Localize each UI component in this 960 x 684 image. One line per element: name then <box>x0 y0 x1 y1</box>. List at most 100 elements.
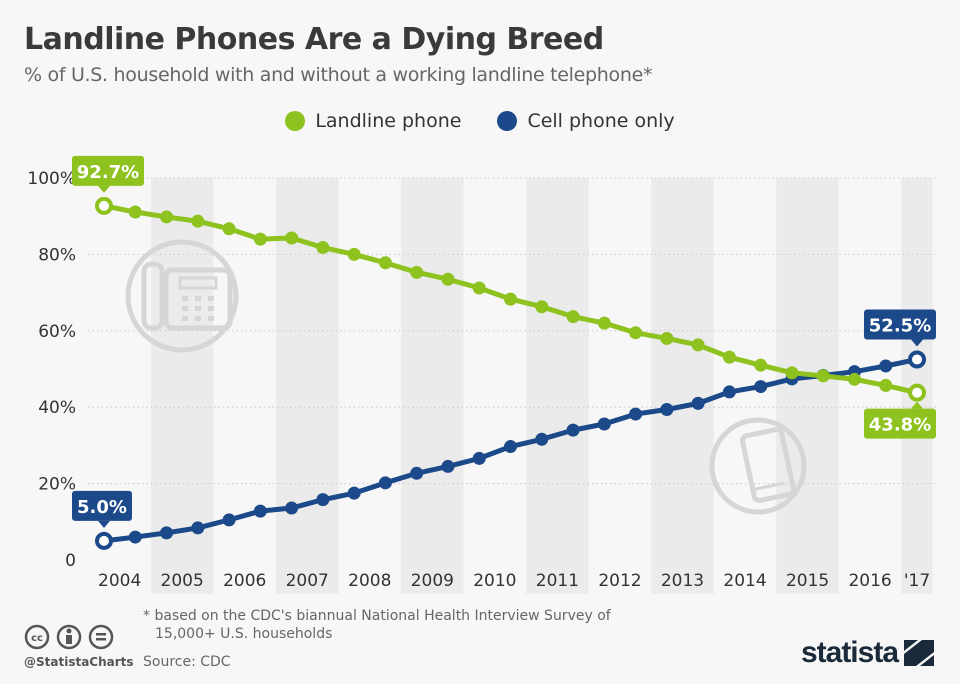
data-point <box>535 432 549 446</box>
data-point <box>441 459 455 473</box>
label-landline-first-pointer <box>98 185 110 193</box>
x-tick-label: 2009 <box>411 571 454 591</box>
brand-text: statista <box>800 636 899 669</box>
data-point <box>629 326 643 340</box>
legend-item-cell: Cell phone only <box>497 110 675 132</box>
data-point <box>597 316 611 330</box>
data-point <box>410 265 424 279</box>
data-point <box>754 358 768 372</box>
data-point <box>472 281 486 295</box>
footnote-line2: 15,000+ U.S. households <box>155 626 333 642</box>
data-point <box>722 350 736 364</box>
y-tick-label: 20% <box>38 475 76 495</box>
y-tick-label: 40% <box>38 398 76 418</box>
data-point <box>128 530 142 544</box>
data-point-endpoint <box>95 196 113 215</box>
data-point <box>472 451 486 465</box>
chart-subtitle: % of U.S. household with and without a w… <box>24 64 653 86</box>
year-band <box>776 178 839 594</box>
data-point <box>691 396 705 410</box>
data-point <box>660 402 674 416</box>
legend: Landline phone Cell phone only <box>0 110 960 132</box>
svg-text:cc: cc <box>31 633 43 644</box>
data-point <box>504 292 518 306</box>
landline-phone-icon <box>125 239 239 353</box>
footnote-line1: * based on the CDC's biannual National H… <box>143 608 611 624</box>
x-tick-label: 2004 <box>98 571 141 591</box>
cc-license-icon: cc <box>24 624 114 650</box>
data-point <box>879 359 893 373</box>
label-landline-first-box <box>72 155 144 186</box>
year-band <box>526 178 589 594</box>
x-tick-label: 2012 <box>598 571 641 591</box>
data-point <box>253 232 267 246</box>
legend-swatch-cell <box>497 111 518 131</box>
data-point-endpoint <box>908 350 927 369</box>
label-cell-last: 52.5% <box>869 315 931 336</box>
data-point <box>847 372 861 386</box>
year-band <box>651 178 714 594</box>
y-tick-label: 60% <box>38 322 76 342</box>
label-landline-last-box <box>864 408 937 439</box>
x-tick-label: 2010 <box>473 571 516 591</box>
data-point <box>160 526 174 540</box>
x-tick-label: 2011 <box>536 571 579 591</box>
legend-item-landline: Landline phone <box>285 110 461 132</box>
data-point <box>253 504 267 518</box>
data-point <box>347 247 361 261</box>
label-cell-first: 5.0% <box>77 497 127 518</box>
data-point <box>222 222 236 236</box>
data-point <box>285 231 299 245</box>
y-tick-label: 100% <box>27 169 76 189</box>
x-tick-label: 2006 <box>223 571 266 591</box>
data-point <box>785 366 799 380</box>
x-tick-label: 2013 <box>661 571 704 591</box>
data-point <box>535 300 549 314</box>
data-point-endpoint <box>95 531 113 550</box>
year-band <box>401 178 464 594</box>
data-point <box>410 466 424 480</box>
data-point <box>660 331 674 345</box>
data-point <box>160 210 174 224</box>
data-point <box>128 205 142 219</box>
x-tick-label: 2015 <box>786 571 829 591</box>
label-landline-last: 43.8% <box>869 415 931 436</box>
data-point <box>754 380 768 394</box>
data-point <box>316 241 330 255</box>
data-point <box>691 338 705 352</box>
handle: @StatistaCharts <box>24 655 134 669</box>
legend-label-cell: Cell phone only <box>527 110 675 132</box>
data-point <box>316 493 330 507</box>
label-cell-last-box <box>864 309 937 340</box>
legend-label-landline: Landline phone <box>315 110 462 132</box>
data-point <box>378 476 392 490</box>
x-tick-label: 2008 <box>348 571 391 591</box>
data-point <box>629 407 643 421</box>
y-tick-label: 0 <box>65 551 76 571</box>
data-point <box>504 440 518 454</box>
data-point <box>722 385 736 399</box>
label-landline-last-pointer <box>911 401 924 409</box>
data-point <box>816 369 830 383</box>
statista-logo: statista <box>801 636 934 670</box>
label-landline-first: 92.7% <box>77 162 139 183</box>
data-point <box>191 521 205 535</box>
data-point <box>285 501 299 515</box>
data-point <box>222 513 236 527</box>
data-point <box>597 417 611 431</box>
data-point <box>441 272 455 286</box>
data-point <box>347 486 361 500</box>
smartphone-icon <box>709 417 807 515</box>
data-point <box>378 256 392 270</box>
data-point-endpoint <box>908 383 927 402</box>
data-point <box>566 310 580 324</box>
plot-area: 2004 2005 2006 2007 2008 2009 2010 2011 2012 2013… <box>27 155 937 594</box>
legend-swatch-landline <box>285 111 306 131</box>
y-tick-label: 80% <box>38 245 76 265</box>
x-tick-label: 2016 <box>848 571 891 591</box>
x-tick-label: 2005 <box>161 571 204 591</box>
source: Source: CDC <box>143 654 231 670</box>
data-point <box>191 214 205 228</box>
label-cell-first-box <box>72 490 132 521</box>
